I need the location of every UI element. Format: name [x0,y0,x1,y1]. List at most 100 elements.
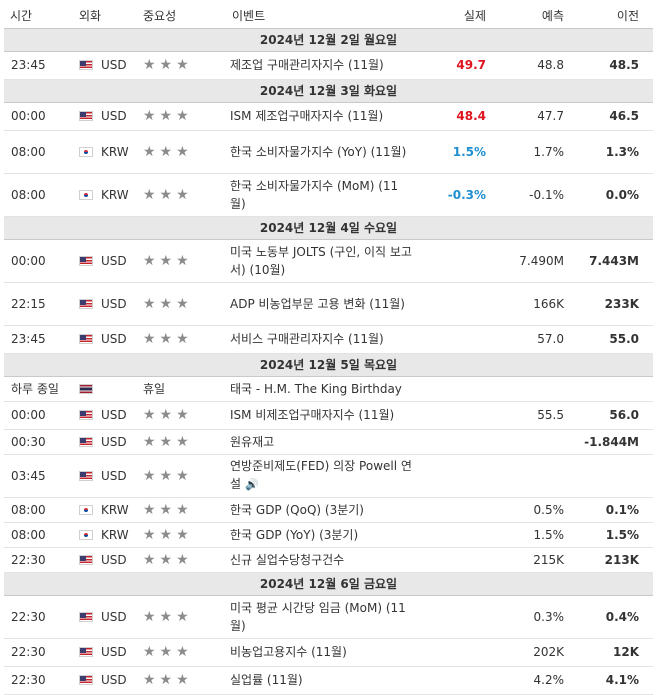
event-name[interactable]: ISM 비제조업구매자지수 (11월) [226,401,418,430]
event-forecast: 57.0 [500,325,578,354]
date-row: 2024년 12월 2일 월요일 [4,27,653,52]
event-name[interactable]: ISM 제조업구매자지수 (11월) [226,102,418,131]
header-importance[interactable]: 중요성 [137,4,226,29]
event-importance: ★★★ [137,666,226,695]
event-actual [418,429,500,455]
event-currency: USD [71,595,137,639]
currency-code: KRW [101,144,129,159]
event-title[interactable]: 제조업 구매관리자지수 (11월) [230,58,384,72]
holiday-row[interactable]: 하루 종일 휴일 태국 - H.M. The King Birthday [4,376,653,402]
event-title[interactable]: 실업률 (11월) [230,673,303,687]
event-title[interactable]: 신규 실업수당청구건수 [230,552,345,567]
event-previous: 46.5 [578,102,653,131]
event-title[interactable]: 미국 평균 시간당 임금 (MoM) (11월) [230,600,406,633]
importance-stars-icon: ★★★ [143,108,193,124]
event-row[interactable]: 00:00 USD ★★★ ISM 비제조업구매자지수 (11월) 55.5 5… [4,401,653,430]
event-title[interactable]: ISM 비제조업구매자지수 (11월) [230,408,395,422]
event-title[interactable]: ADP 비농업부문 고용 변화 (11월) [230,296,405,311]
event-row[interactable]: 08:00 KRW ★★★ 한국 소비자물가지수 (YoY) (11월) 1.5… [4,130,653,174]
event-name[interactable]: 태국 - H.M. The King Birthday [226,376,418,402]
event-name[interactable]: 한국 소비자물가지수 (MoM) (11월) [226,173,418,217]
event-importance: ★★★ [137,401,226,430]
header-currency[interactable]: 외화 [71,4,137,29]
event-name[interactable]: 한국 소비자물가지수 (YoY) (11월) [226,130,418,174]
event-row[interactable]: 23:45 USD ★★★ 제조업 구매관리자지수 (11월) 49.7 48.… [4,51,653,80]
event-row[interactable]: 22:30 USD ★★★ 비농업고용지수 (11월) 202K 12K [4,638,653,667]
event-name[interactable]: 신규 실업수당청구건수 [226,547,418,573]
event-actual [418,547,500,573]
event-title[interactable]: 한국 소비자물가지수 (MoM) (11월) [230,178,399,211]
event-row[interactable]: 23:45 USD ★★★ 서비스 구매관리자지수 (11월) 57.0 55.… [4,325,653,354]
kr-flag-icon [79,189,93,200]
event-actual [418,595,500,639]
event-name[interactable]: 실업률 (11월) [226,666,418,695]
event-previous [578,376,653,402]
header-previous[interactable]: 이전 [578,4,653,29]
event-currency: KRW [71,497,137,523]
currency-code: USD [101,408,127,422]
us-flag-icon [79,675,93,685]
event-title[interactable]: ISM 제조업구매자지수 (11월) [230,109,384,123]
event-title[interactable]: 미국 노동부 JOLTS (구인, 이직 보고서) (10월) [230,244,412,277]
event-row[interactable]: 08:00 KRW ★★★ 한국 GDP (YoY) (3분기) 1.5% 1.… [4,522,653,548]
event-name[interactable]: 한국 GDP (YoY) (3분기) [226,522,418,548]
header-forecast[interactable]: 예측 [500,4,578,29]
header-event[interactable]: 이벤트 [226,4,418,29]
event-name[interactable]: 미국 노동부 JOLTS (구인, 이직 보고서) (10월) [226,239,418,283]
event-forecast: 215K [500,547,578,573]
event-row[interactable]: 03:45 USD ★★★ 연방준비제도(FED) 의장 Powell 연설 🔊 [4,454,653,498]
event-title[interactable]: 서비스 구매관리자지수 (11월) [230,332,384,346]
event-currency: USD [71,282,137,326]
currency-code: USD [101,468,127,483]
event-row[interactable]: 00:00 USD ★★★ ISM 제조업구매자지수 (11월) 48.4 47… [4,102,653,131]
currency-code: USD [101,253,127,268]
event-actual [418,522,500,548]
date-row: 2024년 12월 3일 화요일 [4,78,653,103]
event-name[interactable]: 한국 GDP (QoQ) (3분기) [226,497,418,523]
event-actual: -0.3% [418,173,500,217]
event-title[interactable]: 한국 GDP (QoQ) (3분기) [230,502,364,517]
currency-code: KRW [101,527,129,542]
currency-code: USD [101,552,127,567]
event-previous: 56.0 [578,401,653,430]
event-row[interactable]: 22:30 USD ★★★ 미국 평균 시간당 임금 (MoM) (11월) 0… [4,595,653,639]
us-flag-icon [79,111,93,121]
event-name[interactable]: ADP 비농업부문 고용 변화 (11월) [226,282,418,326]
holiday-label: 휴일 [143,382,166,396]
event-row[interactable]: 22:15 USD ★★★ ADP 비농업부문 고용 변화 (11월) 166K… [4,282,653,326]
event-forecast [500,429,578,455]
date-label: 2024년 12월 4일 수요일 [4,215,653,240]
event-row[interactable]: 22:30 USD ★★★ 신규 실업수당청구건수 215K 213K [4,547,653,573]
event-name[interactable]: 미국 평균 시간당 임금 (MoM) (11월) [226,595,418,639]
event-title[interactable]: 한국 소비자물가지수 (YoY) (11월) [230,144,407,159]
event-row[interactable]: 00:00 USD ★★★ 미국 노동부 JOLTS (구인, 이직 보고서) … [4,239,653,283]
event-currency: KRW [71,173,137,217]
event-row[interactable]: 22:30 USD ★★★ 실업률 (11월) 4.2% 4.1% [4,666,653,695]
event-name[interactable]: 제조업 구매관리자지수 (11월) [226,51,418,80]
event-title[interactable]: 태국 - H.M. The King Birthday [230,381,402,396]
event-row[interactable]: 08:00 KRW ★★★ 한국 GDP (QoQ) (3분기) 0.5% 0.… [4,497,653,523]
currency-code: USD [101,296,127,311]
us-flag-icon [79,255,93,266]
event-title[interactable]: 한국 GDP (YoY) (3분기) [230,527,359,542]
header-actual[interactable]: 실제 [418,4,500,29]
date-label: 2024년 12월 3일 화요일 [4,78,653,103]
currency-code: USD [101,434,127,449]
event-title[interactable]: 원유재고 [230,434,275,449]
table-header: 시간 외화 중요성 이벤트 실제 예측 이전 [4,4,653,29]
event-title[interactable]: 비농업고용지수 (11월) [230,645,347,659]
event-name[interactable]: 연방준비제도(FED) 의장 Powell 연설 🔊 [226,454,418,498]
event-forecast [500,454,578,498]
header-time[interactable]: 시간 [4,4,71,29]
event-title[interactable]: 연방준비제도(FED) 의장 Powell 연설 [230,459,412,491]
event-currency: USD [71,429,137,455]
actual-value: -0.3% [447,187,486,202]
event-name[interactable]: 원유재고 [226,429,418,455]
kr-flag-icon [79,529,93,540]
event-row[interactable]: 08:00 KRW ★★★ 한국 소비자물가지수 (MoM) (11월) -0.… [4,173,653,217]
kr-flag-icon [79,504,93,515]
event-name[interactable]: 비농업고용지수 (11월) [226,638,418,667]
event-importance: ★★★ [137,173,226,217]
event-name[interactable]: 서비스 구매관리자지수 (11월) [226,325,418,354]
event-row[interactable]: 00:30 USD ★★★ 원유재고 -1.844M [4,429,653,455]
